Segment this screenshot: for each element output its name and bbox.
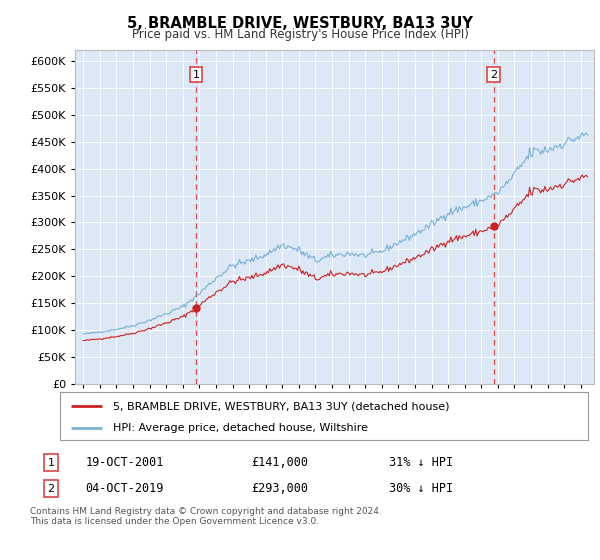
Text: Contains HM Land Registry data © Crown copyright and database right 2024.
This d: Contains HM Land Registry data © Crown c… xyxy=(30,507,382,526)
Text: 1: 1 xyxy=(193,69,199,80)
Text: 5, BRAMBLE DRIVE, WESTBURY, BA13 3UY: 5, BRAMBLE DRIVE, WESTBURY, BA13 3UY xyxy=(127,16,473,31)
Text: £293,000: £293,000 xyxy=(251,482,308,495)
Text: 19-OCT-2001: 19-OCT-2001 xyxy=(85,456,164,469)
Text: 31% ↓ HPI: 31% ↓ HPI xyxy=(389,456,453,469)
Text: 2: 2 xyxy=(490,69,497,80)
Text: 2: 2 xyxy=(47,484,55,493)
Text: 5, BRAMBLE DRIVE, WESTBURY, BA13 3UY (detached house): 5, BRAMBLE DRIVE, WESTBURY, BA13 3UY (de… xyxy=(113,402,449,411)
Text: 30% ↓ HPI: 30% ↓ HPI xyxy=(389,482,453,495)
Text: 04-OCT-2019: 04-OCT-2019 xyxy=(85,482,164,495)
Text: 1: 1 xyxy=(47,458,55,468)
Text: Price paid vs. HM Land Registry's House Price Index (HPI): Price paid vs. HM Land Registry's House … xyxy=(131,28,469,41)
Text: HPI: Average price, detached house, Wiltshire: HPI: Average price, detached house, Wilt… xyxy=(113,423,368,433)
Text: £141,000: £141,000 xyxy=(251,456,308,469)
